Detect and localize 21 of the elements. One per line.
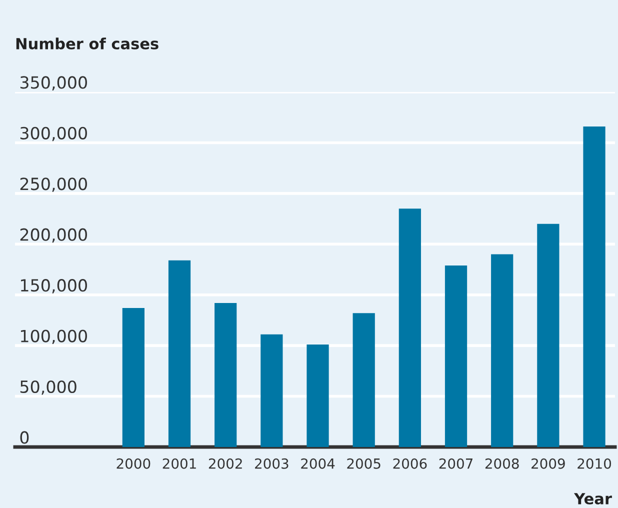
y-tick-label: 0: [20, 431, 29, 444]
y-axis-title: Number of cases: [16, 38, 158, 50]
x-tick-label: 2007: [439, 458, 472, 469]
x-tick-label: 2005: [347, 458, 380, 469]
x-tick-label: 2000: [116, 458, 150, 469]
y-tick-label: 200,000: [20, 228, 87, 243]
y-tick-label: 100,000: [20, 330, 87, 344]
x-tick-label: 2003: [255, 458, 288, 469]
x-tick-label: 2006: [393, 458, 427, 469]
x-tick-label: 2004: [301, 458, 335, 469]
y-tick-label: 250,000: [20, 178, 87, 192]
y-tick-label: 150,000: [20, 279, 87, 294]
x-tick-label: 2009: [532, 458, 565, 469]
x-axis-title: Year: [574, 493, 612, 504]
y-tick-label: 50,000: [20, 380, 76, 395]
x-tick-label: 2002: [208, 458, 242, 469]
x-tick-label: 2001: [162, 458, 196, 469]
x-tick-label: 2008: [485, 458, 519, 469]
y-tick-label: 350,000: [20, 76, 87, 90]
y-tick-label: 300,000: [20, 126, 87, 142]
x-tick-label: 2010: [578, 458, 612, 469]
